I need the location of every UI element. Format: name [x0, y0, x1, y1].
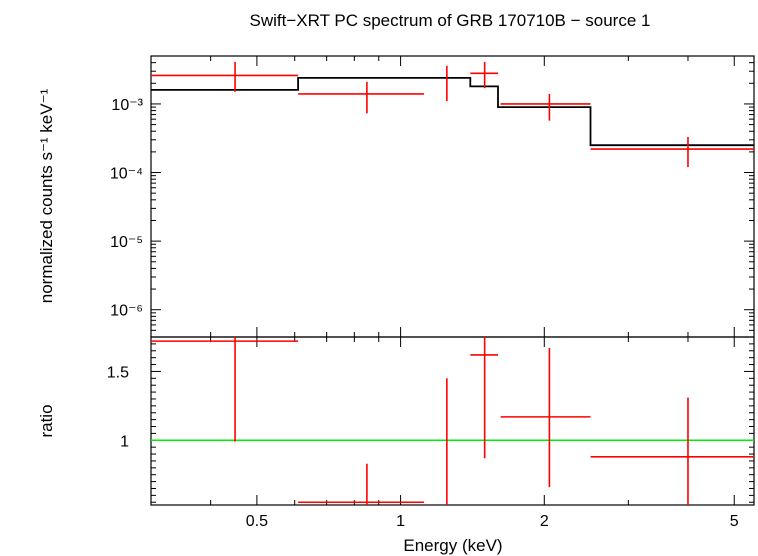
spectrum-points	[151, 61, 754, 168]
ratio-points	[151, 337, 754, 505]
ratio-point	[470, 337, 499, 459]
ratio-point	[298, 463, 425, 505]
top-y-ticks: 10⁻³ 10⁻⁴ 10⁻⁵ 10⁻⁶	[110, 55, 754, 338]
top-y-axis-label: normalized counts s⁻¹ keV⁻¹	[37, 88, 56, 303]
ratio-point	[151, 337, 299, 442]
x-axis-label: Energy (keV)	[403, 536, 502, 555]
x-tick-label: 2	[540, 513, 549, 530]
spectrum-point	[470, 61, 499, 89]
spectrum-point	[500, 93, 591, 121]
y-tick-label: 10⁻⁵	[110, 234, 143, 251]
y-tick-label: 10⁻⁴	[110, 166, 143, 183]
x-tick-label: 1	[396, 513, 405, 530]
y-tick-label: 10⁻⁶	[110, 303, 143, 320]
bottom-panel-frame	[150, 336, 755, 506]
x-tick-label: 0.5	[246, 513, 268, 530]
y-tick-label: 1	[120, 433, 129, 450]
y-tick-label: 10⁻³	[111, 97, 143, 114]
ratio-point	[500, 348, 591, 488]
top-panel-frame	[150, 55, 755, 338]
chart-title: Swift−XRT PC spectrum of GRB 170710B − s…	[250, 11, 651, 30]
x-tick-label: 5	[730, 513, 739, 530]
ratio-point	[590, 397, 754, 505]
x-ticks: 0.5 1 2 5	[150, 56, 739, 530]
spectrum-point	[298, 81, 425, 114]
bottom-y-ticks: 1.51	[107, 343, 754, 503]
y-tick-label: 1.5	[107, 364, 129, 381]
spectrum-point	[590, 136, 754, 168]
bottom-y-axis-label: ratio	[37, 404, 56, 437]
model-steps	[151, 77, 754, 147]
spectrum-point	[151, 61, 299, 92]
model-step-line	[151, 77, 754, 147]
